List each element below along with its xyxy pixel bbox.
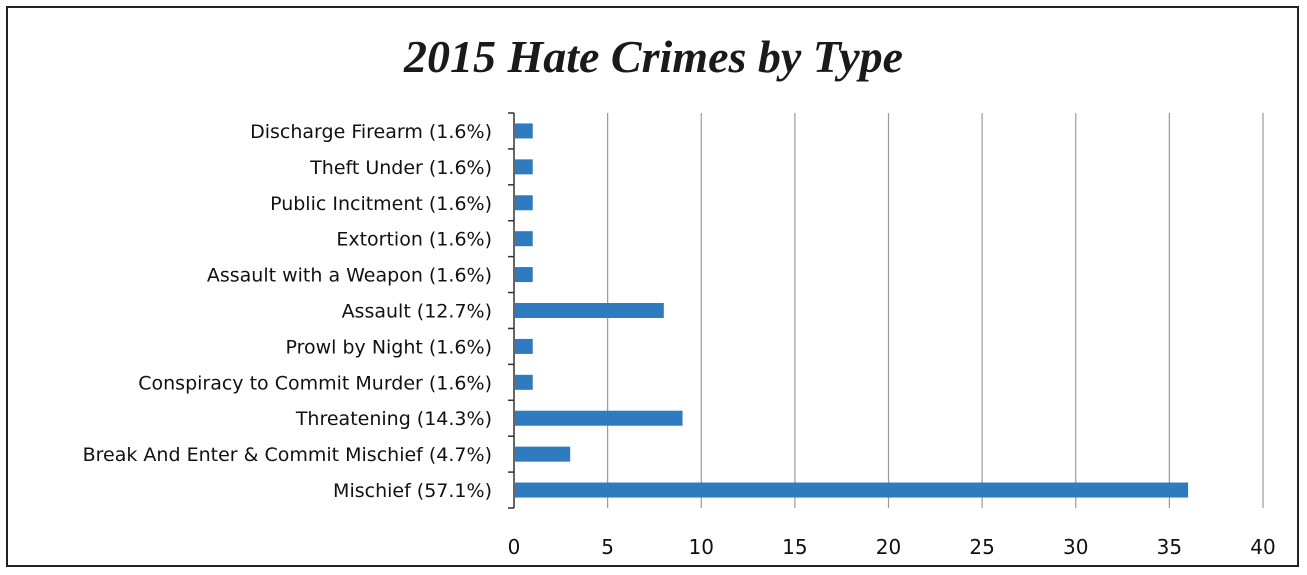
- bar: [515, 231, 533, 247]
- category-label: Break And Enter & Commit Mischief (4.7%): [83, 444, 492, 466]
- category-label: Mischief (57.1%): [333, 480, 492, 502]
- bar: [515, 482, 1189, 498]
- category-label: Assault with a Weapon (1.6%): [207, 265, 492, 287]
- bar: [515, 338, 533, 354]
- category-label: Threatening (14.3%): [295, 408, 492, 430]
- category-label: Assault (12.7%): [342, 301, 492, 323]
- x-tick-label: 5: [601, 535, 614, 559]
- x-tick-label: 30: [1063, 535, 1088, 559]
- category-label: Conspiracy to Commit Murder (1.6%): [138, 372, 492, 394]
- bar: [515, 267, 533, 283]
- bar: [515, 195, 533, 211]
- bar: [515, 123, 533, 139]
- x-tick-label: 35: [1157, 535, 1182, 559]
- bar: [515, 446, 571, 462]
- bar: [515, 159, 533, 175]
- category-label: Public Incitment (1.6%): [270, 193, 492, 215]
- category-label: Extortion (1.6%): [336, 229, 492, 251]
- bar: [515, 303, 664, 318]
- category-label: Theft Under (1.6%): [309, 157, 492, 179]
- chart-title: 2015 Hate Crimes by Type: [403, 31, 904, 82]
- x-tick-label: 0: [508, 535, 521, 559]
- x-tick-label: 25: [969, 535, 994, 559]
- x-tick-label: 20: [876, 535, 901, 559]
- x-tick-label: 15: [782, 535, 807, 559]
- category-label: Discharge Firearm (1.6%): [250, 121, 492, 143]
- chart-frame: [6, 6, 1299, 567]
- x-tick-label: 10: [689, 535, 714, 559]
- x-tick-label: 40: [1250, 535, 1275, 559]
- bar: [515, 374, 533, 390]
- bar: [515, 410, 683, 426]
- category-label: Prowl by Night (1.6%): [285, 336, 492, 358]
